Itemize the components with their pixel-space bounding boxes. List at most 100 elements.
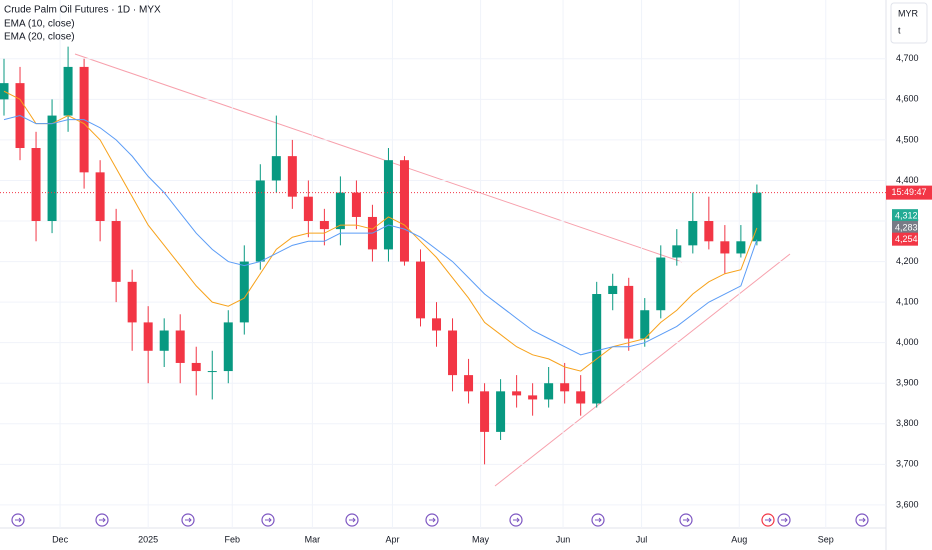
candle-body	[271, 156, 281, 181]
event-icon-arrow	[513, 517, 520, 523]
candle-body	[127, 281, 137, 323]
event-icon-arrow	[595, 517, 602, 523]
y-tick-label: 4,700	[896, 53, 919, 63]
candle-body	[319, 221, 329, 230]
event-icon[interactable]	[777, 513, 791, 527]
candle-body	[672, 245, 682, 258]
y-tick-label: 3,700	[896, 459, 919, 469]
candle-body	[512, 391, 522, 396]
price-tag-label: 4,254	[895, 234, 918, 244]
event-icon[interactable]	[95, 513, 109, 527]
candle-body	[63, 66, 73, 116]
candle-body	[207, 371, 217, 373]
legend-ema10: EMA (10, close)	[4, 19, 75, 30]
event-icon[interactable]	[509, 513, 523, 527]
x-tick-label: May	[472, 534, 490, 544]
scale-box[interactable]	[890, 2, 928, 44]
candle-body	[255, 180, 265, 262]
event-icon[interactable]	[261, 513, 275, 527]
candle-body	[608, 285, 618, 295]
x-tick-label: Mar	[305, 534, 321, 544]
candle-body	[383, 160, 393, 250]
event-icon-arrow	[765, 517, 772, 523]
countdown: 15:49:47	[891, 187, 926, 197]
candle-body	[111, 221, 121, 282]
event-icon-arrow	[185, 517, 192, 523]
candle-body	[736, 241, 746, 254]
y-tick-label: 3,600	[896, 499, 919, 509]
event-icon[interactable]	[345, 513, 359, 527]
candle-body	[704, 221, 714, 242]
price-tag	[892, 220, 918, 234]
y-tick-label: 4,000	[896, 337, 919, 347]
candle-body	[175, 330, 185, 363]
candle-body	[191, 362, 201, 372]
ema-line	[3, 90, 758, 372]
x-tick-label: Feb	[225, 534, 241, 544]
candle-body	[496, 391, 506, 432]
event-icon-arrow	[683, 517, 690, 523]
candle-body	[287, 156, 297, 197]
event-icon[interactable]	[425, 513, 439, 527]
candle-body	[303, 196, 313, 222]
event-icon[interactable]	[855, 513, 869, 527]
candle-body	[480, 391, 490, 432]
candle-body	[432, 318, 442, 331]
event-icon[interactable]	[11, 513, 25, 527]
event-icon[interactable]	[761, 513, 775, 527]
candle-body	[464, 375, 474, 392]
event-icon-arrow	[429, 517, 436, 523]
x-tick-label: 2025	[138, 534, 158, 544]
candle-body	[560, 383, 570, 392]
y-tick-label: 4,600	[896, 94, 919, 104]
candle-body	[415, 261, 425, 319]
up-trendline	[494, 253, 791, 487]
ema-line	[3, 115, 758, 356]
y-tick-label: 4,100	[896, 296, 919, 306]
countdown-tag	[886, 185, 932, 200]
event-icon-arrow	[265, 517, 272, 523]
y-tick-label: 4,200	[896, 256, 919, 266]
candle-body	[576, 391, 586, 404]
candle-body	[640, 310, 650, 339]
event-icon[interactable]	[591, 513, 605, 527]
y-tick-label: 4,400	[896, 175, 919, 185]
x-tick-label: Jun	[556, 534, 571, 544]
down-trendline	[74, 53, 683, 263]
candle-body	[399, 160, 409, 262]
scale-mode[interactable]: t	[898, 25, 901, 35]
price-tag-label: 4,283	[895, 222, 918, 232]
candle-body	[720, 241, 730, 254]
candle-body	[223, 322, 233, 372]
y-tick-label: 3,800	[896, 418, 919, 428]
event-icon-arrow	[781, 517, 788, 523]
event-icon-arrow	[15, 517, 22, 523]
candle-body	[624, 285, 634, 339]
candle-body	[448, 330, 458, 376]
x-tick-label: Sep	[818, 534, 834, 544]
x-tick-label: Jul	[636, 534, 648, 544]
candle-body	[159, 330, 169, 351]
candle-body	[528, 395, 538, 400]
plot	[0, 0, 886, 528]
event-icon[interactable]	[679, 513, 693, 527]
event-icon-arrow	[99, 517, 106, 523]
candle-body	[688, 221, 698, 246]
currency: MYR	[898, 8, 919, 18]
candle-body	[47, 115, 57, 222]
legend-ema20: EMA (20, close)	[4, 32, 75, 43]
candle-body	[752, 192, 762, 242]
event-icon-arrow	[859, 517, 866, 523]
price-tag-label: 4,312	[895, 211, 918, 221]
candle-body	[592, 294, 602, 404]
y-tick-label: 3,900	[896, 378, 919, 388]
candle-body	[656, 257, 666, 311]
event-icon[interactable]	[181, 513, 195, 527]
candle-body	[544, 383, 554, 400]
candle-body	[31, 148, 41, 222]
candle-body	[335, 192, 345, 230]
price-tag	[892, 209, 918, 223]
candle-body	[143, 322, 153, 351]
x-tick-label: Dec	[52, 534, 69, 544]
